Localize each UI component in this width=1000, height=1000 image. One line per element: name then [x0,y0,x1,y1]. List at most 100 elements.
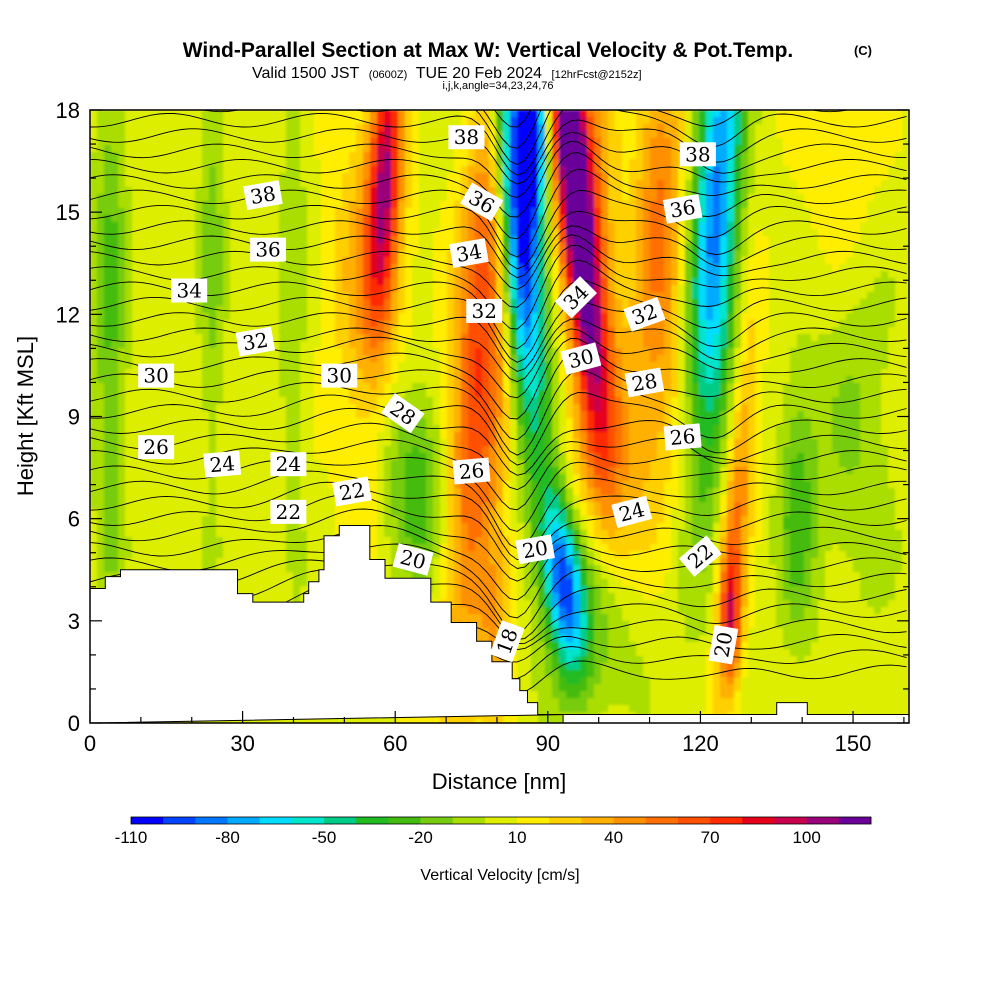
field-cell [230,292,238,300]
field-cell [391,180,399,188]
field-cell [447,264,455,272]
field-cell [846,341,854,349]
field-cell [265,264,273,272]
field-cell [482,180,490,188]
field-cell [839,145,847,153]
field-cell [300,257,308,265]
field-cell [804,243,812,251]
field-cell [111,194,119,202]
field-cell [181,327,189,335]
field-cell [335,404,343,412]
field-cell [440,341,448,349]
field-cell [447,278,455,286]
field-cell [223,243,231,251]
chart-title: Wind-Parallel Section at Max W: Vertical… [183,39,794,62]
field-cell [349,131,357,139]
field-cell [594,152,602,160]
field-cell [412,201,420,209]
field-cell [811,173,819,181]
field-cell [531,306,539,314]
field-cell [636,229,644,237]
field-cell [839,341,847,349]
field-cell [419,334,427,342]
field-cell [342,327,350,335]
field-cell [153,397,161,405]
field-cell [160,124,168,132]
field-cell [734,383,742,391]
field-cell [867,320,875,328]
field-cell [573,264,581,272]
field-cell [811,138,819,146]
field-cell [664,362,672,370]
field-cell [328,278,336,286]
field-cell [167,320,175,328]
field-cell [475,334,483,342]
field-cell [762,306,770,314]
field-cell [202,166,210,174]
field-cell [202,257,210,265]
field-cell [286,152,294,160]
field-cell [825,285,833,293]
field-cell [510,334,518,342]
field-cell [510,124,518,132]
field-cell [237,159,245,167]
field-cell [636,341,644,349]
field-cell [314,215,322,223]
field-cell [307,327,315,335]
field-cell [174,404,182,412]
field-cell [489,180,497,188]
field-cell [251,390,259,398]
field-cell [195,138,203,146]
field-cell [342,159,350,167]
field-cell [762,348,770,356]
field-cell [790,131,798,139]
field-cell [139,327,147,335]
field-cell [426,180,434,188]
field-cell [314,138,322,146]
field-cell [643,334,651,342]
field-cell [447,173,455,181]
field-cell [650,348,658,356]
field-cell [426,271,434,279]
field-cell [244,117,252,125]
field-cell [181,264,189,272]
field-cell [293,299,301,307]
field-cell [489,152,497,160]
field-cell [433,215,441,223]
field-cell [223,271,231,279]
field-cell [531,278,539,286]
field-cell [440,117,448,125]
field-cell [258,110,266,118]
field-cell [363,117,371,125]
field-cell [755,376,763,384]
field-cell [104,110,112,118]
field-cell [685,222,693,230]
field-cell [741,180,749,188]
field-cell [237,404,245,412]
field-cell [643,257,651,265]
field-cell [153,110,161,118]
field-cell [461,348,469,356]
field-cell [860,348,868,356]
field-cell [265,404,273,412]
field-cell [664,145,672,153]
field-cell [293,250,301,258]
field-cell [349,215,357,223]
field-cell [97,201,105,209]
field-cell [335,159,343,167]
field-cell [335,299,343,307]
field-cell [783,229,791,237]
field-cell [615,180,623,188]
field-cell [797,159,805,167]
field-cell [776,194,784,202]
field-cell [132,194,140,202]
field-cell [104,236,112,244]
field-cell [804,278,812,286]
field-cell [202,271,210,279]
field-cell [419,145,427,153]
field-cell [531,355,539,363]
field-cell [860,117,868,125]
field-cell [405,138,413,146]
field-cell [853,348,861,356]
field-cell [706,131,714,139]
